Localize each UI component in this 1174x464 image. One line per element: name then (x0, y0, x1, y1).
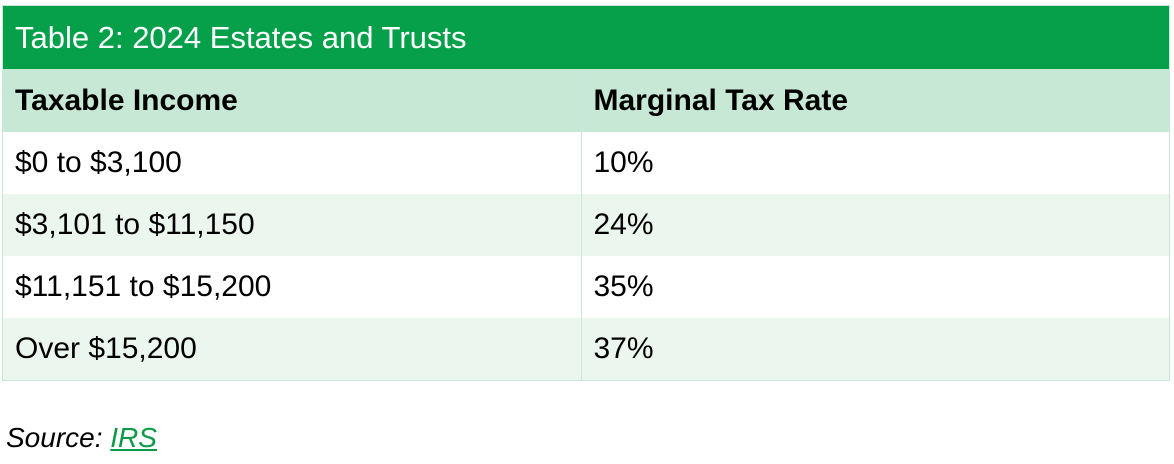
tax-rate-table: Table 2: 2024 Estates and Trusts Taxable… (2, 5, 1170, 381)
table-row: Over $15,200 37% (3, 318, 1169, 380)
cell-taxable-income: $3,101 to $11,150 (3, 194, 581, 256)
cell-marginal-rate: 10% (580, 132, 1169, 194)
table-row: $3,101 to $11,150 24% (3, 194, 1169, 256)
cell-marginal-rate: 24% (580, 194, 1169, 256)
table-title: Table 2: 2024 Estates and Trusts (3, 6, 1169, 69)
header-taxable-income: Taxable Income (3, 69, 581, 132)
table-row: $0 to $3,100 10% (3, 132, 1169, 194)
cell-taxable-income: $11,151 to $15,200 (3, 256, 581, 318)
cell-marginal-rate: 35% (580, 256, 1169, 318)
cell-taxable-income: Over $15,200 (3, 318, 581, 380)
table-row: $11,151 to $15,200 35% (3, 256, 1169, 318)
source-link-irs[interactable]: IRS (110, 422, 157, 453)
cell-marginal-rate: 37% (580, 318, 1169, 380)
source-note: Source: IRS (6, 420, 157, 456)
tax-table-grid: Taxable Income Marginal Tax Rate $0 to $… (3, 69, 1169, 380)
table-header-row: Taxable Income Marginal Tax Rate (3, 69, 1169, 132)
header-marginal-tax-rate: Marginal Tax Rate (580, 69, 1169, 132)
cell-taxable-income: $0 to $3,100 (3, 132, 581, 194)
source-label: Source: (6, 422, 103, 453)
